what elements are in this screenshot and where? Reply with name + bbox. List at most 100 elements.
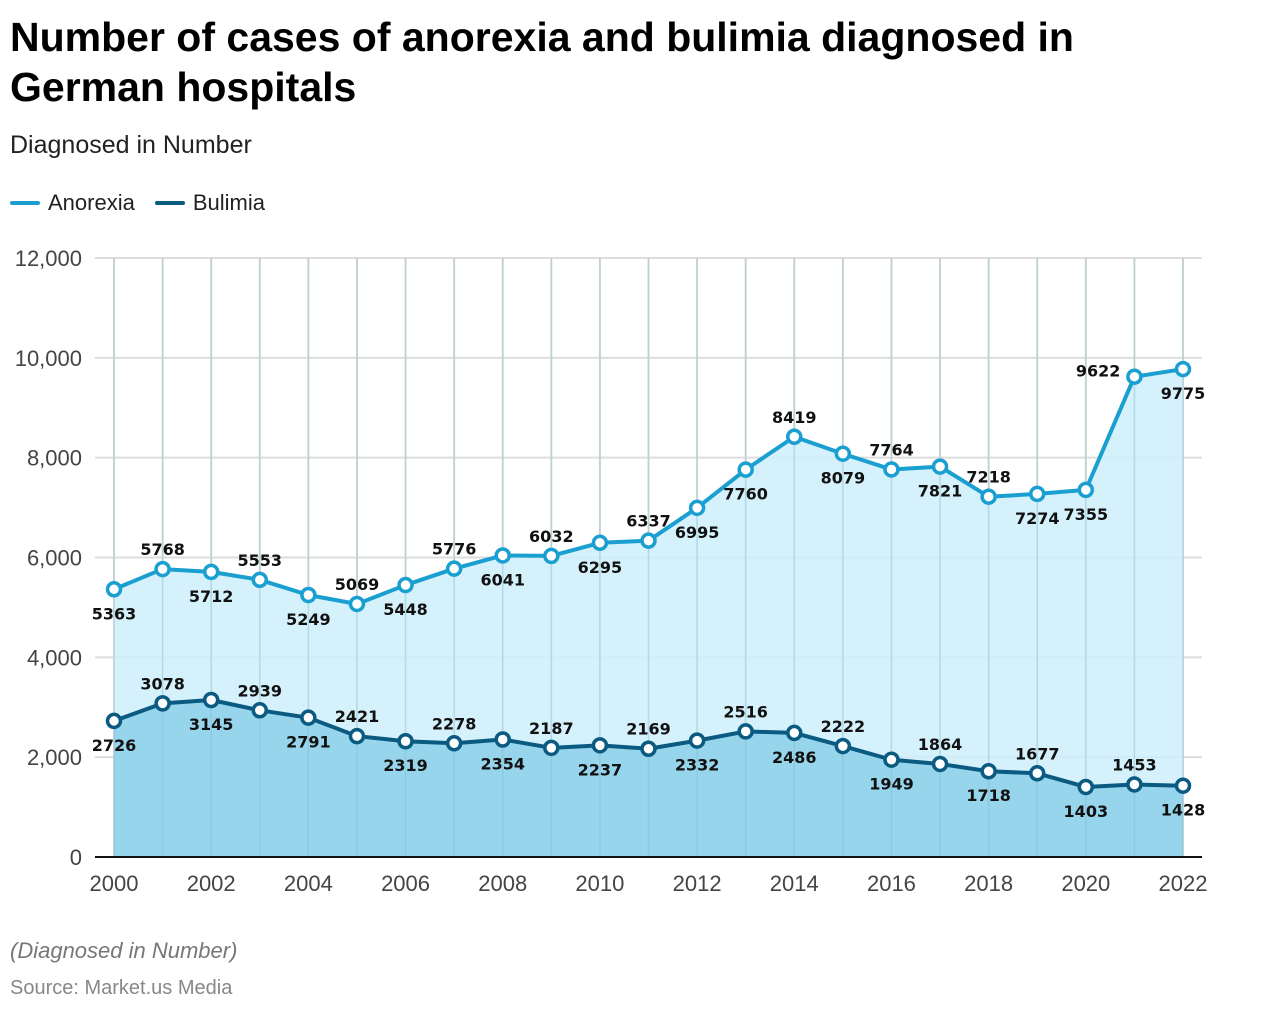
- data-point: [1077, 778, 1095, 796]
- data-point: [543, 547, 560, 565]
- data-label: 7764: [869, 440, 914, 459]
- data-point: [834, 737, 852, 755]
- data-label: 7760: [723, 485, 768, 504]
- data-point: [202, 691, 220, 709]
- x-tick-label: 2000: [90, 871, 139, 896]
- data-point: [931, 755, 949, 773]
- data-label: 5768: [140, 540, 185, 559]
- data-label: 5553: [238, 551, 283, 570]
- y-tick-label: 6,000: [27, 546, 82, 571]
- data-label: 2516: [723, 702, 768, 721]
- data-label: 2332: [675, 756, 720, 775]
- data-label: 7821: [918, 482, 963, 501]
- data-label: 2169: [626, 720, 671, 739]
- data-label: 9775: [1161, 384, 1206, 403]
- y-tick-label: 4,000: [27, 645, 82, 670]
- data-point: [300, 586, 317, 604]
- data-point: [543, 739, 560, 757]
- data-point: [397, 732, 414, 750]
- data-point: [202, 563, 220, 581]
- data-point: [1028, 485, 1046, 503]
- data-point: [980, 488, 997, 505]
- y-tick-label: 2,000: [27, 745, 82, 770]
- data-point: [737, 723, 754, 740]
- data-label: 2187: [529, 719, 574, 738]
- legend-label: Bulimia: [192, 190, 265, 215]
- data-label: 1428: [1161, 801, 1206, 820]
- data-point: [105, 712, 123, 730]
- data-point: [445, 560, 463, 577]
- data-label: 7355: [1064, 505, 1109, 524]
- data-label: 1453: [1112, 755, 1157, 774]
- data-label: 5712: [189, 587, 234, 606]
- data-label: 3145: [189, 715, 234, 734]
- data-label: 6032: [529, 527, 574, 546]
- data-point: [1126, 368, 1143, 385]
- x-tick-label: 2004: [284, 871, 333, 896]
- data-label: 2222: [821, 717, 866, 736]
- data-label: 8079: [821, 469, 866, 488]
- data-point: [640, 740, 657, 757]
- data-point: [883, 461, 900, 478]
- data-point: [591, 737, 609, 754]
- data-point: [883, 751, 900, 768]
- data-point: [1174, 777, 1192, 794]
- y-tick-label: 8,000: [27, 446, 82, 471]
- data-label: 1403: [1064, 802, 1109, 821]
- data-point: [105, 581, 123, 598]
- data-point: [348, 595, 366, 613]
- data-point: [1174, 360, 1192, 378]
- data-label: 6295: [578, 558, 623, 577]
- data-label: 1949: [869, 775, 914, 794]
- data-label: 2319: [383, 756, 428, 775]
- data-label: 2486: [772, 748, 817, 767]
- data-point: [834, 445, 852, 462]
- data-label: 2421: [335, 707, 380, 726]
- data-label: 3078: [140, 674, 185, 693]
- data-point: [300, 709, 317, 726]
- chart-subtitle: Diagnosed in Number: [10, 131, 252, 159]
- x-tick-label: 2016: [867, 871, 916, 896]
- data-point: [494, 547, 511, 564]
- legend-label: Anorexia: [48, 190, 135, 215]
- legend-item-anorexia[interactable]: Anorexia: [10, 190, 135, 216]
- legend-swatch: [10, 201, 40, 205]
- data-point: [688, 499, 706, 517]
- data-point: [251, 702, 269, 719]
- chart-source: Source: Market.us Media: [10, 977, 233, 999]
- data-label: 6337: [626, 512, 671, 531]
- x-tick-label: 2018: [964, 871, 1013, 896]
- x-tick-label: 2006: [381, 871, 430, 896]
- data-point: [397, 576, 414, 594]
- data-label: 2237: [578, 760, 623, 779]
- data-point: [251, 571, 269, 589]
- data-label: 5249: [286, 610, 331, 629]
- data-label: 7274: [1015, 509, 1060, 528]
- x-tick-label: 2010: [575, 871, 624, 896]
- data-point: [688, 732, 706, 749]
- data-point: [737, 461, 754, 478]
- data-label: 2791: [286, 733, 331, 752]
- data-point: [591, 534, 609, 552]
- data-label: 6995: [675, 523, 720, 542]
- legend-item-bulimia[interactable]: Bulimia: [154, 190, 265, 216]
- data-label: 5363: [92, 604, 137, 623]
- data-label: 5776: [432, 540, 477, 559]
- x-tick-label: 2022: [1159, 871, 1208, 896]
- chart-note: (Diagnosed in Number): [10, 938, 238, 963]
- data-point: [786, 724, 803, 742]
- legend: Anorexia Bulimia: [10, 190, 265, 216]
- y-tick-label: 12,000: [15, 246, 82, 271]
- data-label: 2354: [480, 754, 525, 773]
- data-point: [348, 727, 366, 745]
- data-label: 6041: [480, 570, 525, 589]
- data-label: 8419: [772, 408, 817, 427]
- data-label: 1677: [1015, 744, 1060, 763]
- data-point: [154, 560, 171, 578]
- y-tick-label: 10,000: [15, 346, 82, 371]
- data-point: [1126, 776, 1143, 793]
- data-label: 2939: [238, 681, 283, 700]
- data-label: 5448: [383, 600, 428, 619]
- data-point: [786, 428, 803, 446]
